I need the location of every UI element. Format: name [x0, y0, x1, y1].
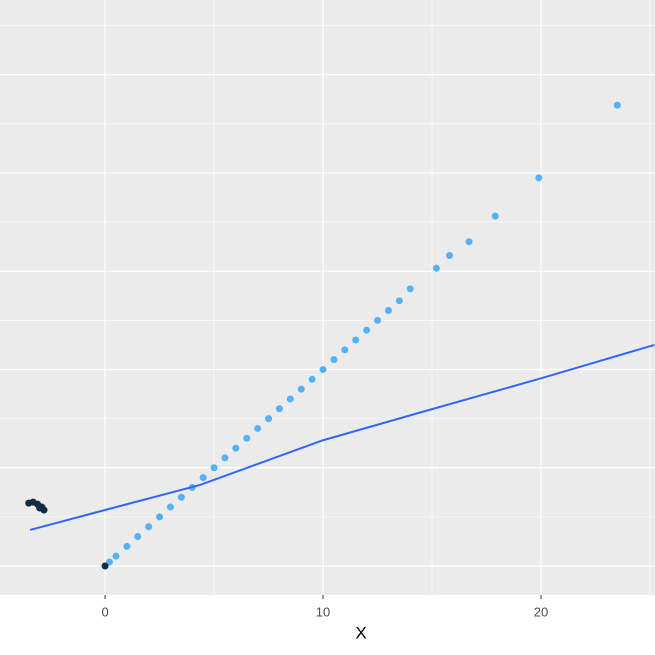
point	[275, 405, 283, 413]
point	[341, 346, 349, 354]
point	[363, 326, 371, 334]
point	[166, 503, 174, 511]
point	[221, 454, 229, 462]
point	[465, 238, 473, 246]
point	[254, 424, 262, 432]
point	[395, 297, 403, 305]
point	[112, 552, 120, 560]
fit-line	[29, 343, 655, 531]
point	[319, 365, 327, 373]
x-axis-title: X	[355, 623, 366, 642]
point	[491, 212, 499, 220]
point	[177, 493, 185, 501]
point	[297, 385, 305, 393]
point	[286, 395, 294, 403]
point	[134, 533, 142, 541]
point	[613, 101, 621, 109]
point	[145, 523, 153, 531]
point	[232, 444, 240, 452]
point	[101, 562, 109, 570]
point	[406, 285, 414, 293]
point	[374, 316, 382, 324]
point	[535, 174, 543, 182]
point	[156, 513, 164, 521]
x-tick-label: 20	[534, 604, 548, 619]
point	[308, 375, 316, 383]
point	[432, 264, 440, 272]
point	[243, 434, 251, 442]
panel	[0, 0, 655, 595]
point	[210, 464, 218, 472]
point	[265, 415, 273, 423]
x-tick-label: 10	[316, 604, 330, 619]
point	[199, 474, 207, 482]
point	[384, 307, 392, 315]
point	[40, 506, 48, 514]
x-tick-label: 0	[101, 604, 108, 619]
point	[330, 356, 338, 364]
point	[352, 336, 360, 344]
point	[445, 251, 453, 259]
point	[123, 542, 131, 550]
